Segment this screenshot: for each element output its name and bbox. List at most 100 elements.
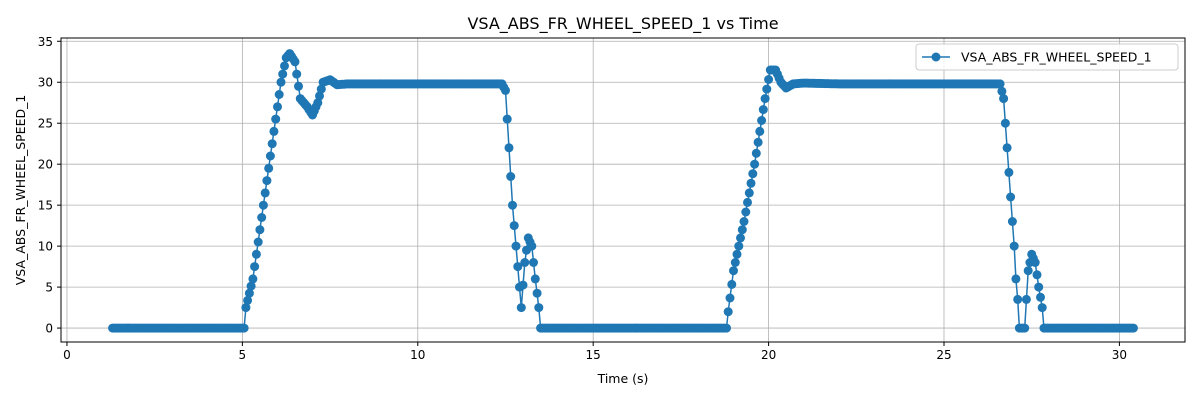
data-point	[520, 258, 530, 267]
data-point	[508, 200, 517, 210]
data-point	[273, 102, 282, 112]
y-tick-label: 25	[38, 117, 53, 131]
y-tick-label: 15	[38, 199, 53, 213]
data-point	[1037, 303, 1047, 313]
data-point	[727, 279, 737, 289]
data-point	[504, 143, 514, 153]
data-point	[1036, 292, 1045, 302]
data-point	[506, 172, 516, 181]
data-point	[1007, 217, 1017, 226]
x-tick-label: 0	[63, 348, 71, 362]
data-point	[509, 221, 519, 231]
data-point	[251, 249, 261, 259]
data-point	[292, 69, 302, 79]
data-point	[1032, 270, 1042, 280]
legend-box	[915, 43, 1179, 71]
y-tick-label: 20	[38, 158, 53, 172]
data-point	[269, 126, 279, 136]
x-tick-label: 20	[761, 348, 776, 362]
y-tick-label: 5	[45, 281, 53, 295]
data-point	[276, 77, 286, 87]
axis-ticks: 0 5 10 15 20 25 30 0 5 10 15 20 25 30 35	[38, 35, 1127, 362]
data-point	[723, 307, 733, 317]
data-point	[290, 57, 300, 67]
data-point	[248, 274, 258, 284]
data-point	[753, 137, 763, 147]
data-point	[758, 105, 768, 115]
data-point	[995, 79, 1005, 89]
data-point	[999, 94, 1009, 104]
data-point	[513, 262, 523, 272]
data-point	[265, 151, 275, 161]
y-axis-label: VSA_ABS_FR_WHEEL_SPEED_1	[13, 95, 28, 286]
data-point	[258, 200, 268, 210]
data-point	[725, 293, 735, 303]
data-point	[762, 84, 772, 94]
data-point	[722, 323, 731, 333]
data-point	[241, 303, 251, 313]
y-tick-label: 10	[38, 240, 53, 254]
series-markers	[108, 49, 1138, 333]
y-tick-label: 35	[38, 35, 53, 49]
data-point	[518, 280, 528, 290]
data-point	[516, 303, 526, 313]
data-point	[1002, 143, 1012, 153]
data-point	[1011, 274, 1021, 284]
data-point	[1006, 192, 1016, 202]
data-point	[501, 85, 510, 95]
legend-marker	[931, 52, 941, 62]
data-point	[730, 258, 740, 267]
data-point	[750, 159, 760, 169]
data-point	[1023, 266, 1033, 276]
data-point	[1000, 118, 1010, 128]
data-point	[732, 249, 742, 259]
chart-title: VSA_ABS_FR_WHEEL_SPEED_1 vs Time	[467, 14, 778, 34]
data-point	[1009, 241, 1019, 251]
data-point	[1020, 323, 1030, 333]
data-point	[743, 197, 752, 207]
data-point	[748, 169, 758, 179]
plot-area	[108, 49, 1138, 333]
data-point	[271, 114, 281, 124]
data-point	[315, 91, 324, 101]
data-point	[262, 176, 272, 186]
plot-frame	[60, 37, 1186, 343]
x-tick-label: 15	[586, 348, 601, 362]
data-point	[729, 266, 738, 276]
data-point	[267, 139, 277, 149]
x-tick-label: 10	[410, 348, 425, 362]
data-point	[274, 90, 284, 99]
data-point	[741, 207, 751, 217]
data-point	[294, 81, 303, 91]
data-point	[257, 213, 267, 222]
data-point	[1034, 282, 1044, 292]
data-point	[746, 178, 756, 188]
data-point	[751, 148, 761, 158]
data-point	[534, 303, 544, 313]
y-tick-label: 30	[38, 76, 53, 90]
data-point	[502, 114, 512, 124]
data-point	[527, 241, 537, 251]
data-point	[739, 217, 749, 226]
data-point	[280, 61, 289, 71]
data-point	[764, 75, 774, 84]
data-point	[255, 225, 265, 235]
data-point	[737, 225, 747, 235]
data-point	[532, 288, 542, 298]
legend: VSA_ABS_FR_WHEEL_SPEED_1	[915, 43, 1179, 71]
data-point	[239, 323, 249, 333]
data-point	[1013, 294, 1023, 304]
data-point	[264, 163, 274, 173]
data-point	[511, 241, 521, 251]
data-point	[529, 258, 538, 267]
data-point	[997, 86, 1007, 96]
data-point	[278, 69, 288, 79]
data-point	[244, 288, 254, 298]
data-point	[1128, 323, 1138, 333]
data-point	[1030, 258, 1040, 267]
data-point	[760, 94, 770, 104]
data-point	[243, 295, 253, 305]
data-point	[757, 116, 767, 125]
x-axis-label: Time (s)	[597, 371, 649, 386]
